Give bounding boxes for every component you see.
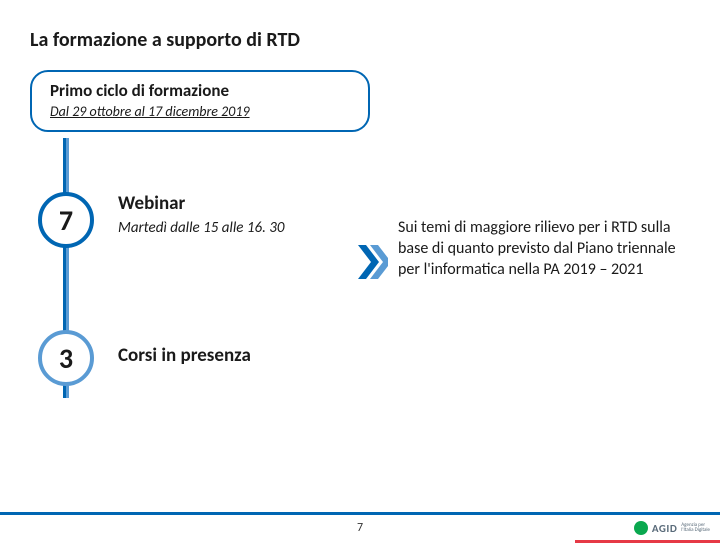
agid-logo: AGID Agenzia per l'Italia Digitale <box>634 521 710 535</box>
item-block-2: Corsi in presenza <box>118 344 251 371</box>
pill-title: Primo ciclo di formazione <box>50 80 350 101</box>
slide: La formazione a supporto di RTD Primo ci… <box>0 0 720 540</box>
count-value-2: 3 <box>59 341 73 376</box>
count-value-1: 7 <box>59 203 73 238</box>
side-description: Sui temi di maggiore rilievo per i RTD s… <box>398 218 688 280</box>
page-number: 7 <box>357 521 363 535</box>
count-circle-1: 7 <box>38 192 94 248</box>
item-title-1: Webinar <box>118 192 284 215</box>
item-title-2: Corsi in presenza <box>118 344 251 367</box>
item-block-1: Webinar Martedì dalle 15 alle 16. 30 <box>118 192 284 237</box>
slide-title: La formazione a supporto di RTD <box>30 28 690 52</box>
item-subtitle-1: Martedì dalle 15 alle 16. 30 <box>118 219 284 237</box>
chevron-icon <box>358 245 388 284</box>
logo-text: AGID <box>652 522 677 535</box>
count-circle-2: 3 <box>38 330 94 386</box>
logo-badge-icon <box>634 521 648 535</box>
cycle-pill: Primo ciclo di formazione Dal 29 ottobre… <box>30 70 370 132</box>
logo-subtext: Agenzia per l'Italia Digitale <box>681 523 710 533</box>
pill-subtitle: Dal 29 ottobre al 17 dicembre 2019 <box>50 103 350 120</box>
footer-bar: 7 AGID Agenzia per l'Italia Digitale <box>0 512 720 540</box>
